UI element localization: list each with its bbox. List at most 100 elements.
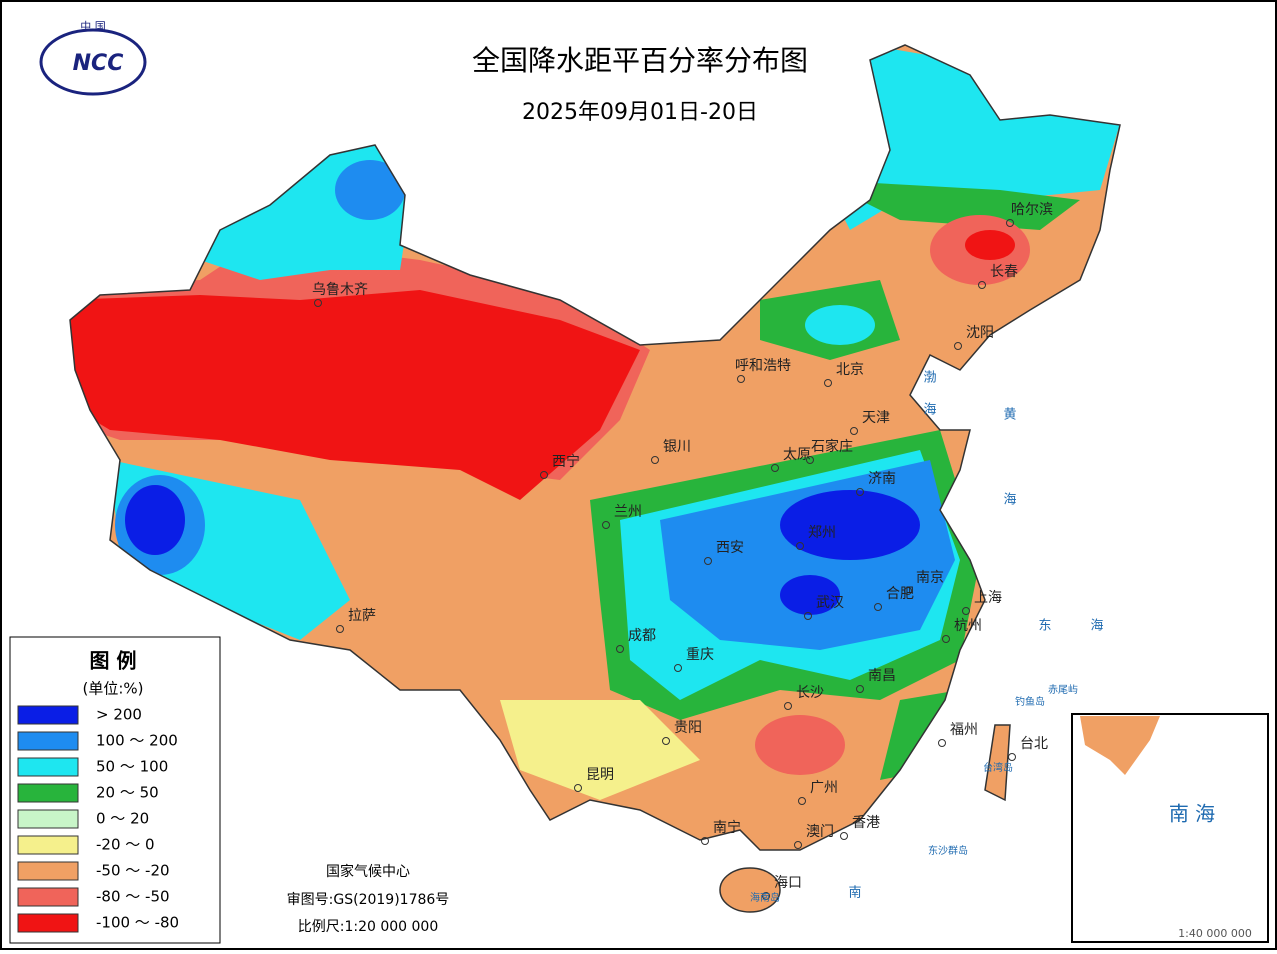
place-label: 黄 [1003,408,1016,423]
city-marker [850,427,858,435]
inset-scale: 1:40 000 000 [1178,927,1252,940]
legend-label: 20 ～ 50 [96,784,159,802]
legend-label: -20 ～ 0 [96,836,155,854]
city-marker [824,379,832,387]
city-label: 贵阳 [674,720,702,736]
city-marker [962,607,970,615]
city-label: 上海 [974,590,1002,606]
legend-swatch [17,809,79,829]
city-label: 合肥 [886,586,914,602]
legend-swatch [17,861,79,881]
legend-swatch [17,731,79,751]
legend-swatch [17,887,79,907]
city-marker [874,603,882,611]
city-marker [856,488,864,496]
city-marker [314,299,322,307]
city-marker [574,784,582,792]
city-label: 福州 [950,722,978,738]
place-label: 台湾岛 [983,761,1013,774]
city-label: 重庆 [686,647,714,663]
footer-line: 审图号:GS(2019)1786号 [287,892,450,908]
place-label: 东沙群岛 [928,844,968,857]
city-label: 澳门 [806,824,834,840]
city-label: 兰州 [614,504,642,520]
city-marker [954,342,962,350]
place-label: 海南岛 [750,891,780,904]
city-marker [806,456,814,464]
city-marker [840,832,848,840]
city-label: 银川 [663,439,691,455]
city-label: 杭州 [954,618,982,634]
city-marker [674,664,682,672]
place-label: 南 [848,885,861,901]
city-label: 沈阳 [966,325,994,341]
city-marker [978,281,986,289]
city-label: 广州 [810,780,838,796]
city-marker [942,635,950,643]
city-marker [784,702,792,710]
city-marker [704,557,712,565]
city-label: 南昌 [868,668,896,684]
city-marker [904,587,912,595]
city-label: 拉萨 [348,608,376,624]
city-marker [602,521,610,529]
city-label: 南京 [916,570,944,586]
legend-swatch [17,705,79,725]
city-marker [771,464,779,472]
legend-label: -50 ～ -20 [96,862,170,880]
city-label: 香港 [852,815,880,831]
city-marker [651,456,659,464]
city-label: 呼和浩特 [735,358,791,374]
logo-top: 中 国 [80,20,106,33]
city-marker [540,471,548,479]
city-label: 武汉 [816,595,844,611]
legend-swatch [17,757,79,777]
city-label: 昆明 [586,767,614,783]
place-label: 赤尾屿 [1048,684,1078,696]
title: 全国降水距平百分率分布图 [472,44,808,77]
city-label: 太原 [783,447,811,463]
city-label: 台北 [1020,736,1048,752]
legend-label: > 200 [96,706,142,724]
place-label: 海 [1003,493,1016,508]
legend-swatch [17,913,79,933]
legend-title: 图 例 [90,649,137,673]
city-marker [1006,219,1014,227]
place-label: 海 [1090,619,1103,634]
legend-label: 100 ～ 200 [96,732,178,750]
footer-line: 国家气候中心 [326,863,410,880]
subtitle: 2025年09月01日-20日 [522,100,758,125]
legend-label: -100 ～ -80 [96,914,179,932]
city-marker [701,837,709,845]
city-label: 西宁 [552,453,580,470]
legend-label: 0 ～ 20 [96,810,149,828]
city-label: 济南 [868,471,896,487]
legend-label: 50 ～ 100 [96,758,168,776]
city-label: 北京 [836,362,864,378]
city-label: 西安 [716,540,744,556]
city-label: 海口 [774,875,802,891]
city-marker [938,739,946,747]
city-marker [856,685,864,693]
city-marker [762,892,770,900]
place-label: 钓鱼岛 [1015,695,1045,708]
city-label: 成都 [628,628,656,644]
legend-label: -80 ～ -50 [96,888,170,906]
legend-swatch [17,783,79,803]
place-label: 海 [923,403,936,418]
city-marker [662,737,670,745]
place-label: 渤 [923,370,936,386]
city-label: 哈尔滨 [1011,202,1053,218]
city-marker [796,542,804,550]
city-label: 长沙 [796,685,824,701]
legend-unit: (单位:%) [82,680,143,698]
city-marker [737,375,745,383]
place-label: 东 [1038,619,1051,634]
logo-text: NCC [73,51,124,76]
city-label: 石家庄 [811,438,853,455]
city-marker [798,797,806,805]
city-marker [794,841,802,849]
city-marker [1008,753,1016,761]
logo: 中 国 NCC [39,20,147,96]
